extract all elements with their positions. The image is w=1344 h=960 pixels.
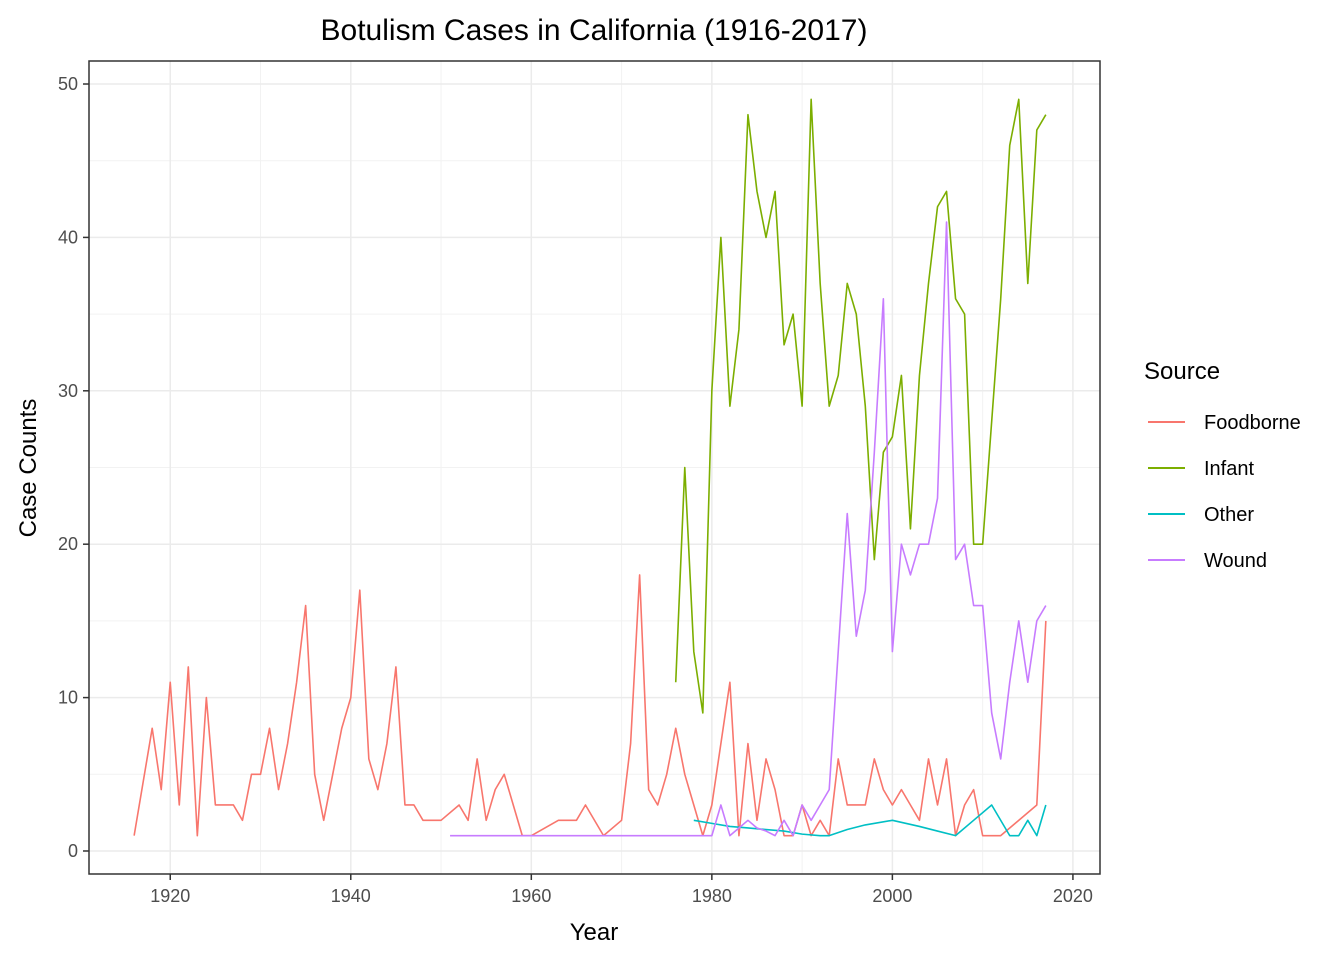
- legend-label-foodborne: Foodborne: [1204, 412, 1301, 434]
- x-tick-label: 1980: [692, 886, 732, 906]
- x-tick-label: 1920: [150, 886, 190, 906]
- series-line-wound: [450, 221, 1047, 837]
- y-tick-label: 40: [58, 227, 78, 247]
- legend-label-wound: Wound: [1204, 550, 1267, 572]
- chart-title: Botulism Cases in California (1916-2017): [321, 14, 868, 47]
- y-tick-label: 50: [58, 74, 78, 94]
- legend-label-infant: Infant: [1204, 458, 1254, 480]
- x-axis: 1920 1940 1960 1980 2000 2020: [150, 874, 1093, 906]
- panel-border: [88, 60, 1101, 875]
- x-tick-label: 2020: [1053, 886, 1093, 906]
- series-line-infant: [674, 98, 1047, 714]
- x-tick-label: 1960: [511, 886, 551, 906]
- legend: Source Foodborne Infant Other Wound: [1144, 358, 1301, 572]
- series-line-foodborne: [133, 574, 1047, 837]
- y-tick-label: 10: [58, 688, 78, 708]
- legend-title: Source: [1144, 358, 1220, 385]
- series-layer: [133, 98, 1047, 837]
- y-axis: 0 10 20 30 40 50: [58, 74, 89, 861]
- y-axis-title: Case Counts: [15, 399, 42, 538]
- x-tick-label: 1940: [331, 886, 371, 906]
- gridlines: [89, 61, 1100, 874]
- y-tick-label: 30: [58, 381, 78, 401]
- y-tick-label: 20: [58, 534, 78, 554]
- legend-label-other: Other: [1204, 504, 1254, 526]
- x-axis-title: Year: [570, 919, 619, 946]
- y-tick-label: 0: [68, 841, 78, 861]
- x-tick-label: 2000: [872, 886, 912, 906]
